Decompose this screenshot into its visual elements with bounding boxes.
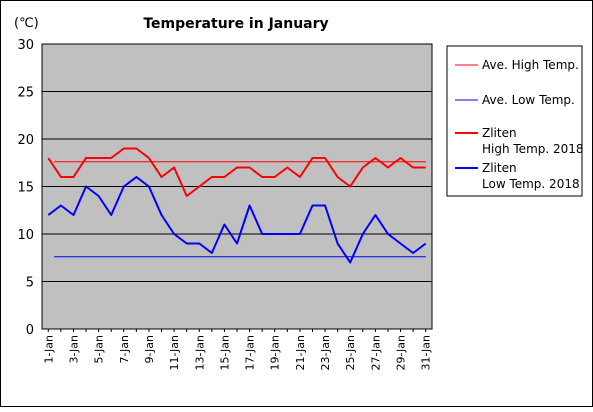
x-axis-ticks: 1-Jan 3-Jan 5-Jan 7-Jan 9-Jan 11-Jan 13-Jan 15-… <box>42 329 433 371</box>
y-tick-label: 15 <box>17 181 34 196</box>
x-tick-label: 25-Jan <box>344 335 357 371</box>
legend-label: Ave. Low Temp. <box>482 93 575 107</box>
x-tick-label: 23-Jan <box>319 335 332 371</box>
series-line-3 <box>47 176 427 264</box>
gridlines <box>42 91 432 282</box>
legend-box <box>446 45 583 197</box>
legend: Ave. High Temp. Ave. Low Temp. Zliten High … <box>455 58 584 191</box>
series-line-2 <box>47 147 426 197</box>
y-tick-label: 20 <box>17 133 34 148</box>
x-tick-label: 27-Jan <box>369 335 382 371</box>
x-tick-label: 19-Jan <box>269 335 282 371</box>
x-tick-label: 5-Jan <box>93 335 106 364</box>
y-tick-label: 25 <box>17 86 34 101</box>
legend-label: Ave. High Temp. <box>482 58 579 72</box>
x-tick-label: 1-Jan <box>42 335 55 364</box>
x-tick-label: 13-Jan <box>193 335 206 371</box>
y-unit-label: (℃) <box>14 16 39 31</box>
legend-label: Zliten <box>482 126 517 140</box>
x-tick-label: 9-Jan <box>143 335 156 364</box>
legend-label: Zliten <box>482 161 517 175</box>
y-tick-label: 0 <box>26 323 34 338</box>
x-tick-label: 21-Jan <box>294 335 307 371</box>
y-tick-label: 10 <box>17 228 34 243</box>
legend-label: High Temp. 2018 <box>482 142 584 156</box>
x-tick-label: 17-Jan <box>244 335 257 371</box>
x-tick-label: 31-Jan <box>420 335 433 371</box>
y-tick-label: 5 <box>26 276 34 291</box>
y-tick-label: 30 <box>17 38 34 53</box>
x-tick-label: 7-Jan <box>118 335 131 364</box>
x-tick-label: 11-Jan <box>168 335 181 371</box>
x-tick-label: 3-Jan <box>67 335 80 364</box>
x-tick-label: 29-Jan <box>395 335 408 371</box>
chart-title: Temperature in January <box>143 16 328 32</box>
series-lines <box>47 147 427 264</box>
y-axis-ticks: 0 5 10 15 20 25 30 <box>17 38 34 338</box>
legend-label: Low Temp. 2018 <box>482 177 580 191</box>
x-tick-label: 15-Jan <box>218 335 231 371</box>
